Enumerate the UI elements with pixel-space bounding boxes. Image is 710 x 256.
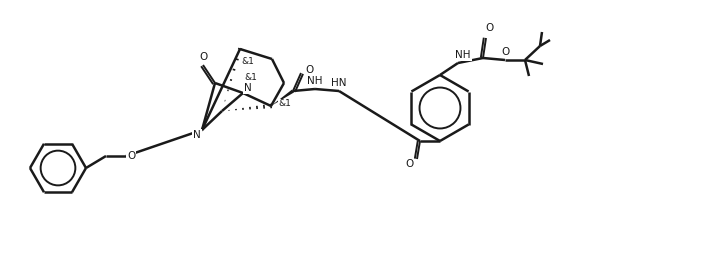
Text: O: O	[127, 151, 135, 161]
Text: O: O	[501, 47, 509, 57]
Text: O: O	[405, 159, 413, 169]
Text: &1: &1	[244, 72, 258, 81]
Text: O: O	[485, 23, 493, 33]
Polygon shape	[271, 90, 294, 106]
Text: &1: &1	[241, 57, 254, 66]
Text: &1: &1	[278, 100, 291, 109]
Text: O: O	[199, 52, 207, 62]
Text: N: N	[244, 83, 252, 93]
Text: NH: NH	[455, 50, 471, 60]
Text: NH: NH	[307, 76, 323, 86]
Text: HN: HN	[332, 78, 346, 88]
Text: O: O	[305, 65, 313, 75]
Text: N: N	[193, 130, 201, 140]
